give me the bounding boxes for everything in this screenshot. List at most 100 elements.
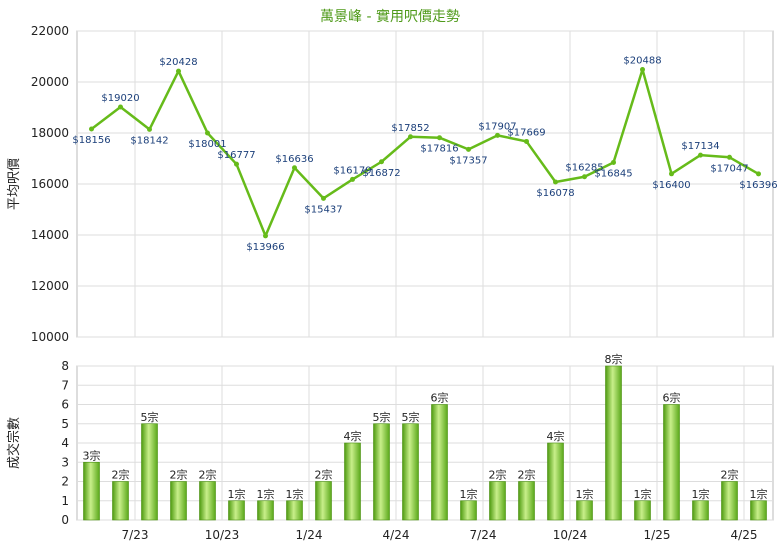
line-data-point: [89, 126, 94, 132]
bar-value-label: 1宗: [576, 487, 594, 501]
line-point-label: $20488: [623, 56, 661, 67]
line-y-tick-label: 22000: [31, 24, 69, 38]
line-data-point: [640, 67, 645, 73]
x-tick-label: 10/23: [205, 528, 240, 542]
bar: [170, 481, 187, 521]
bar: [750, 500, 767, 521]
line-data-point: [379, 159, 384, 165]
line-point-label: $16636: [275, 154, 313, 165]
bar: [431, 404, 448, 521]
bar: [721, 481, 738, 521]
bar-y-tick-label: 2: [61, 475, 69, 489]
x-tick-label: 4/24: [383, 528, 410, 542]
bar-value-label: 1宗: [460, 487, 478, 501]
line-data-point: [234, 161, 239, 167]
bar-value-label: 1宗: [634, 487, 652, 501]
bar-y-tick-label: 1: [61, 494, 69, 508]
line-point-label: $17816: [420, 144, 458, 155]
bar-value-label: 4宗: [547, 429, 565, 443]
bar: [460, 500, 477, 521]
bar-value-label: 2宗: [489, 468, 507, 482]
line-point-label: $19020: [101, 93, 139, 104]
line-point-label: $16777: [217, 150, 255, 161]
bar: [315, 481, 332, 521]
bar-value-label: 6宗: [431, 391, 449, 405]
line-point-label: $17852: [391, 123, 429, 134]
line-y-axis-label: 平均呎價: [7, 158, 22, 210]
line-point-label: $17907: [478, 121, 516, 132]
line-data-point: [466, 146, 471, 152]
bar-y-tick-label: 0: [61, 513, 69, 527]
bar-value-label: 5宗: [373, 410, 391, 424]
bar-value-label: 2宗: [518, 468, 536, 482]
line-point-label: $16285: [565, 163, 603, 174]
bar: [344, 442, 361, 521]
line-point-label: $20428: [159, 57, 197, 68]
bar-value-label: 1宗: [692, 487, 710, 501]
line-data-point: [118, 104, 123, 110]
bar-y-tick-label: 8: [61, 359, 69, 373]
bar: [373, 423, 390, 521]
line-point-label: $16845: [594, 168, 632, 179]
line-y-tick-label: 12000: [31, 279, 69, 293]
bar-value-label: 6宗: [663, 391, 681, 405]
bar: [489, 481, 506, 521]
line-data-point: [350, 176, 355, 182]
line-point-label: $16872: [362, 168, 400, 179]
x-tick-label: 7/23: [122, 528, 149, 542]
line-data-point: [698, 152, 703, 158]
line-point-label: $17669: [507, 127, 545, 138]
line-series-path: [90, 68, 760, 238]
line-data-point: [292, 165, 297, 171]
bar-value-label: 2宗: [199, 468, 217, 482]
line-data-point: [582, 174, 587, 180]
line-data-point: [408, 134, 413, 140]
x-tick-label: 1/25: [644, 528, 671, 542]
line-y-tick-label: 14000: [31, 228, 69, 242]
bar: [692, 500, 709, 521]
line-data-point: [553, 179, 558, 185]
bar-y-tick-label: 3: [61, 455, 69, 469]
line-data-point: [147, 126, 152, 132]
line-data-point: [321, 195, 326, 201]
line-point-label: $16078: [536, 188, 574, 199]
x-tick-label: 4/25: [731, 528, 758, 542]
bar-value-label: 8宗: [605, 352, 623, 366]
bar: [257, 500, 274, 521]
line-point-label: $17357: [449, 155, 487, 166]
bar-value-label: 1宗: [750, 487, 768, 501]
line-data-point: [495, 132, 500, 138]
bar-y-tick-label: 5: [61, 417, 69, 431]
bar-value-label: 1宗: [257, 487, 275, 501]
bar: [518, 481, 535, 521]
bar: [605, 365, 622, 521]
line-data-point: [727, 154, 732, 160]
bar-value-label: 2宗: [315, 468, 333, 482]
chart-title: 萬景峰 - 實用呎價走勢: [320, 9, 460, 25]
line-data-point: [437, 135, 442, 141]
x-tick-label: 7/24: [470, 528, 497, 542]
bar-y-tick-label: 4: [61, 436, 69, 450]
bar-value-label: 2宗: [721, 468, 739, 482]
line-data-point: [611, 159, 616, 165]
x-tick-label: 10/24: [553, 528, 588, 542]
bar-y-tick-label: 6: [61, 398, 69, 412]
line-point-label: $16400: [652, 180, 690, 191]
line-y-tick-label: 18000: [31, 126, 69, 140]
line-point-label: $18001: [188, 139, 226, 150]
line-y-tick-label: 20000: [31, 75, 69, 89]
bar-value-label: 2宗: [170, 468, 188, 482]
bar-value-label: 5宗: [141, 410, 159, 424]
line-data-point: [524, 138, 529, 144]
bar: [83, 461, 100, 521]
x-tick-label: 1/24: [296, 528, 323, 542]
bar-value-label: 3宗: [83, 448, 101, 462]
bar: [663, 404, 680, 521]
bar-value-label: 5宗: [402, 410, 420, 424]
bar-y-axis-label: 成交宗數: [6, 417, 22, 469]
line-data-point: [176, 68, 181, 74]
line-data-point: [263, 233, 268, 239]
line-y-tick-label: 10000: [31, 330, 69, 344]
